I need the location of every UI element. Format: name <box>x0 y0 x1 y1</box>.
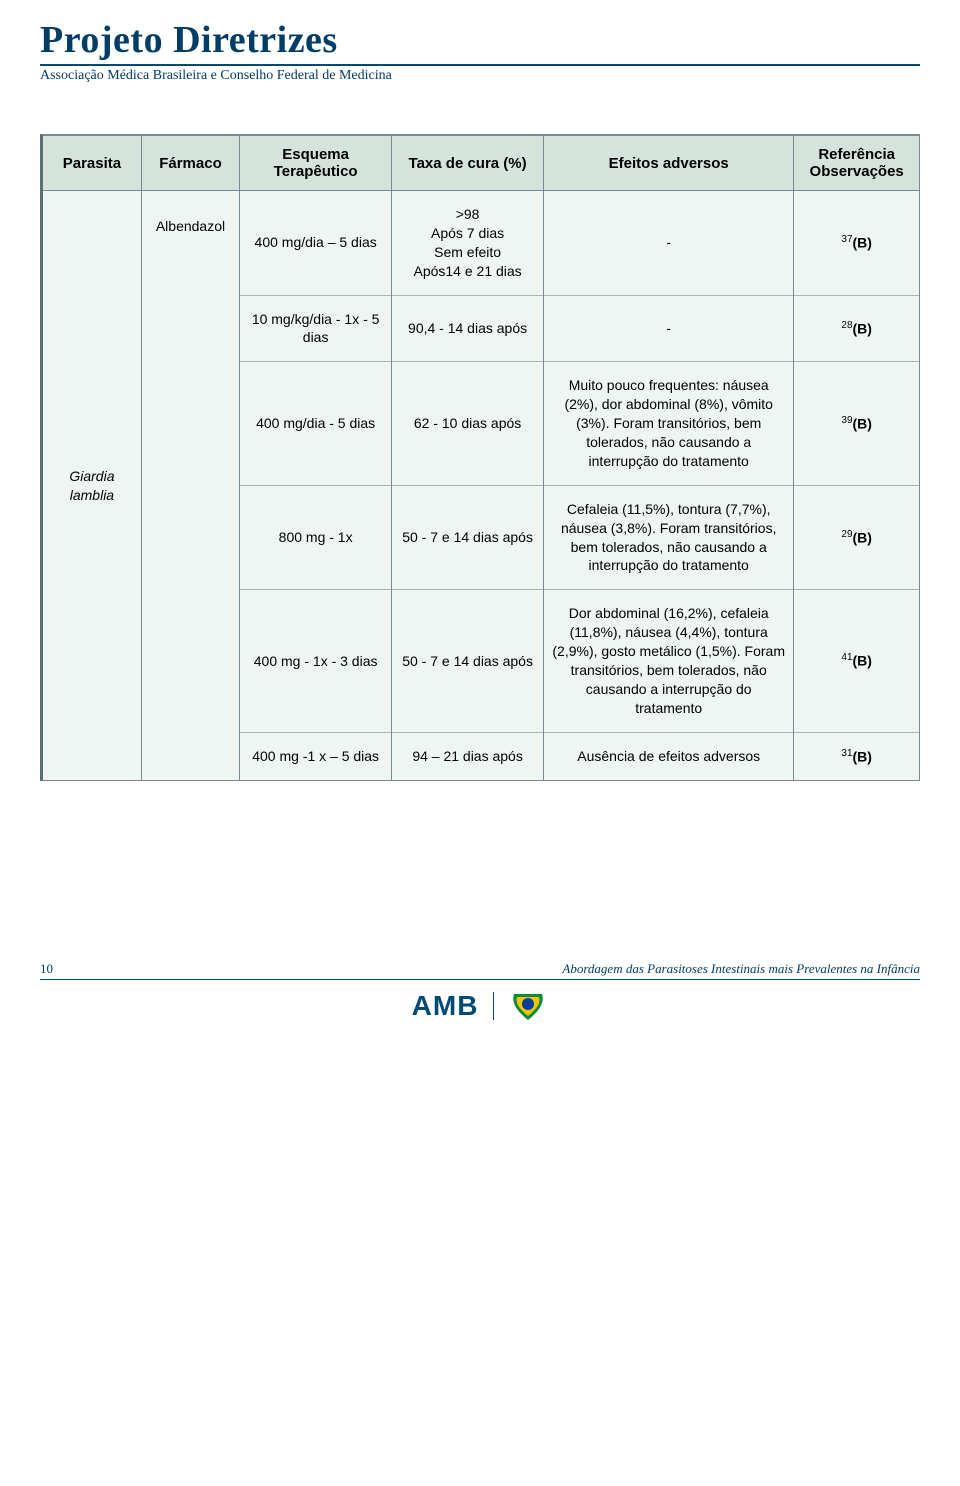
header-rule <box>40 64 920 66</box>
cell-farmaco: Albendazol <box>141 191 239 781</box>
cell-taxa: 90,4 - 14 dias após <box>392 295 544 362</box>
th-efeitos: Efeitos adversos <box>544 136 794 191</box>
cell-taxa: 50 - 7 e 14 dias após <box>392 590 544 732</box>
cell-efeitos: Ausência de efeitos adversos <box>544 732 794 780</box>
cell-esquema: 400 mg/dia - 5 dias <box>240 362 392 485</box>
treatment-table: Parasita Fármaco Esquema Terapêutico Tax… <box>43 135 919 780</box>
cell-ref: 41(B) <box>794 590 919 732</box>
cell-esquema: 400 mg -1 x – 5 dias <box>240 732 392 780</box>
table-header-row: Parasita Fármaco Esquema Terapêutico Tax… <box>43 136 919 191</box>
ref-b: (B) <box>853 415 872 431</box>
ref-sup: 37 <box>841 234 852 245</box>
cell-efeitos: Cefaleia (11,5%), tontura (7,7%), náusea… <box>544 485 794 590</box>
table-row: Giardia lamblia Albendazol 400 mg/dia – … <box>43 191 919 296</box>
ref-sup: 29 <box>841 529 852 540</box>
ref-b: (B) <box>853 529 872 545</box>
th-esquema: Esquema Terapêutico <box>240 136 392 191</box>
ref-b: (B) <box>853 235 872 251</box>
cell-efeitos: - <box>544 191 794 296</box>
logos: AMB <box>40 990 920 1022</box>
cell-ref: 37(B) <box>794 191 919 296</box>
footer-text: Abordagem das Parasitoses Intestinais ma… <box>562 961 920 977</box>
amb-logo: AMB <box>412 990 479 1022</box>
ref-sup: 41 <box>841 652 852 663</box>
cell-esquema: 400 mg - 1x - 3 dias <box>240 590 392 732</box>
header-title: Projeto Diretrizes <box>40 18 920 62</box>
ref-b: (B) <box>853 748 872 764</box>
logo-separator <box>493 992 494 1020</box>
cell-efeitos: Dor abdominal (16,2%), cefaleia (11,8%),… <box>544 590 794 732</box>
footer-rule <box>40 979 920 980</box>
treatment-table-wrapper: Parasita Fármaco Esquema Terapêutico Tax… <box>40 134 920 781</box>
cell-esquema: 400 mg/dia – 5 dias <box>240 191 392 296</box>
cell-esquema: 800 mg - 1x <box>240 485 392 590</box>
cell-taxa: 50 - 7 e 14 dias após <box>392 485 544 590</box>
header-subtitle: Associação Médica Brasileira e Conselho … <box>40 68 920 84</box>
cell-ref: 29(B) <box>794 485 919 590</box>
cell-parasita: Giardia lamblia <box>43 191 141 781</box>
ref-sup: 39 <box>841 415 852 426</box>
ref-sup: 31 <box>841 748 852 759</box>
page-number: 10 <box>40 961 70 977</box>
page-footer: 10 Abordagem das Parasitoses Intestinais… <box>40 961 920 977</box>
cell-taxa: >98 Após 7 dias Sem efeito Após14 e 21 d… <box>392 191 544 296</box>
cell-taxa: 94 – 21 dias após <box>392 732 544 780</box>
cell-taxa: 62 - 10 dias após <box>392 362 544 485</box>
cell-ref: 28(B) <box>794 295 919 362</box>
th-ref: Referência Observações <box>794 136 919 191</box>
th-farmaco: Fármaco <box>141 136 239 191</box>
cell-efeitos: - <box>544 295 794 362</box>
cell-efeitos: Muito pouco frequentes: náusea (2%), dor… <box>544 362 794 485</box>
cell-esquema: 10 mg/kg/dia - 1x - 5 dias <box>240 295 392 362</box>
ref-sup: 28 <box>841 320 852 331</box>
cell-ref: 31(B) <box>794 732 919 780</box>
page-header: Projeto Diretrizes Associação Médica Bra… <box>40 18 920 84</box>
th-taxa: Taxa de cura (%) <box>392 136 544 191</box>
th-parasita: Parasita <box>43 136 141 191</box>
ref-b: (B) <box>853 653 872 669</box>
ref-b: (B) <box>853 320 872 336</box>
cfm-logo <box>508 990 548 1022</box>
cell-ref: 39(B) <box>794 362 919 485</box>
